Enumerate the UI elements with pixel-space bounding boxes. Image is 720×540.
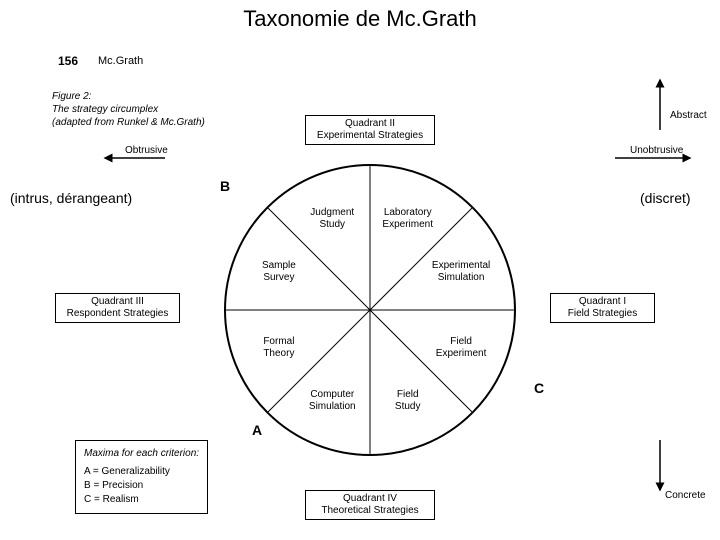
strategy-label: FieldExperiment <box>421 336 501 360</box>
strategy-line1: Computer <box>292 389 372 401</box>
strategy-label: ComputerSimulation <box>292 389 372 413</box>
strategy-label: SampleSurvey <box>239 260 319 284</box>
strategy-line1: Judgment <box>292 207 372 219</box>
diagram-svg <box>0 0 720 540</box>
strategy-line2: Simulation <box>421 272 501 284</box>
strategy-label: LaboratoryExperiment <box>368 207 448 231</box>
strategy-line2: Experiment <box>368 219 448 231</box>
strategy-line1: Sample <box>239 260 319 272</box>
strategy-label: FieldStudy <box>368 389 448 413</box>
strategy-line2: Study <box>368 401 448 413</box>
strategy-line1: Formal <box>239 336 319 348</box>
strategy-label: JudgmentStudy <box>292 207 372 231</box>
strategy-line2: Simulation <box>292 401 372 413</box>
strategy-label: FormalTheory <box>239 336 319 360</box>
strategy-line2: Study <box>292 219 372 231</box>
strategy-line1: Experimental <box>421 260 501 272</box>
strategy-line2: Survey <box>239 272 319 284</box>
strategy-line2: Theory <box>239 348 319 360</box>
strategy-line1: Field <box>421 336 501 348</box>
strategy-line1: Field <box>368 389 448 401</box>
strategy-label: ExperimentalSimulation <box>421 260 501 284</box>
strategy-line2: Experiment <box>421 348 501 360</box>
strategy-line1: Laboratory <box>368 207 448 219</box>
